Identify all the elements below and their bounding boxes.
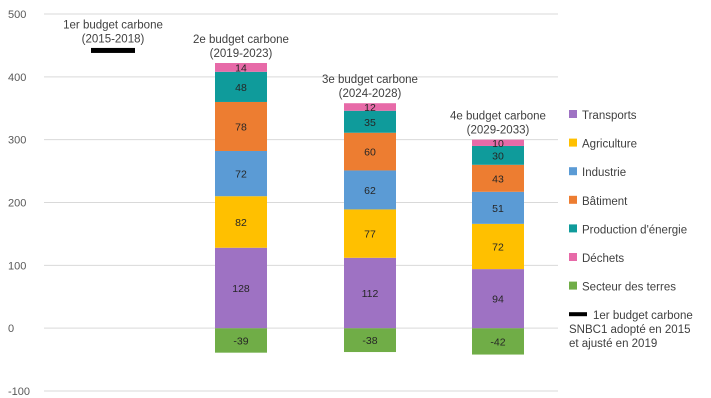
data-label: 48: [235, 82, 247, 94]
bar-segment: [215, 247, 267, 329]
legend-swatch: [569, 110, 577, 118]
category-label: 2e budget carbone (2019-2023): [193, 34, 289, 60]
bar-segment: [344, 110, 396, 133]
data-label: 35: [364, 117, 376, 129]
bar-segment: [215, 150, 267, 197]
bar-segment: [472, 269, 524, 329]
category-label: 4e budget carbone (2029-2033): [450, 111, 546, 137]
bar-segment: [472, 191, 524, 224]
legend-swatch: [569, 224, 577, 233]
bar-segment: [344, 132, 396, 171]
data-label: 112: [362, 288, 379, 300]
bar-segment: [215, 63, 267, 72]
data-label: 10: [492, 138, 504, 150]
legend-label: Déchets: [582, 253, 624, 265]
data-label: 12: [364, 102, 376, 114]
legend-label: Production d'énergie: [582, 224, 687, 236]
bar-segment: [472, 164, 524, 192]
data-label: 82: [235, 217, 247, 229]
category-label: 1er budget carbone (2015-2018): [63, 19, 163, 45]
data-label: -39: [233, 335, 248, 347]
bar-segment: [215, 71, 267, 102]
data-label: 51: [492, 203, 504, 215]
data-label: -42: [490, 336, 505, 348]
bar-segment: [472, 328, 524, 355]
legend-label: Transports: [582, 110, 637, 122]
bar-segment: [472, 145, 524, 165]
legend-swatch: [569, 253, 577, 261]
y-tick-label: 0: [8, 323, 14, 335]
category-label: 3e budget carbone (2024-2028): [322, 74, 418, 100]
y-tick-label: 300: [8, 135, 26, 147]
budget-marker: [91, 47, 135, 53]
bar-segment: [344, 328, 396, 353]
legend-swatch: [569, 195, 577, 204]
data-label: 14: [235, 62, 247, 74]
legend-swatch-marker: [569, 312, 587, 317]
y-tick-label: 500: [8, 9, 26, 21]
legend-swatch: [569, 167, 577, 176]
legend-label: Bâtiment: [582, 196, 628, 208]
bar-segment: [344, 170, 396, 210]
data-label: 30: [492, 150, 504, 162]
y-tick-label: 200: [8, 198, 26, 210]
data-label: 77: [364, 229, 376, 241]
data-label: 43: [492, 173, 504, 185]
bar-segment: [344, 103, 396, 111]
data-label: 78: [235, 121, 247, 133]
bar-segment: [215, 328, 267, 353]
y-tick-label: 400: [8, 72, 26, 84]
y-tick-label: 100: [8, 260, 26, 272]
bar-segment: [344, 257, 396, 329]
legend-swatch: [569, 138, 577, 147]
bar-segment: [215, 196, 267, 248]
bar-segment: [472, 139, 524, 146]
legend-label: Industrie: [582, 167, 626, 179]
data-label: 72: [235, 169, 247, 181]
bar-segment: [344, 209, 396, 258]
y-tick-label: -100: [8, 386, 30, 398]
legend-label: 1er budget carbone SNBC1 adopté en 2015 et…: [569, 310, 693, 350]
data-label: 62: [364, 185, 376, 197]
data-label: 60: [364, 147, 376, 159]
data-label: 72: [492, 241, 504, 253]
data-label: 94: [492, 294, 504, 306]
legend-swatch: [569, 281, 577, 290]
bar-segment: [215, 101, 267, 151]
legend-label: Secteur des terres: [582, 282, 676, 294]
bar-segment: [472, 223, 524, 270]
legend-label: Agriculture: [582, 139, 637, 151]
data-label: -38: [362, 335, 377, 347]
data-label: 128: [232, 283, 250, 295]
